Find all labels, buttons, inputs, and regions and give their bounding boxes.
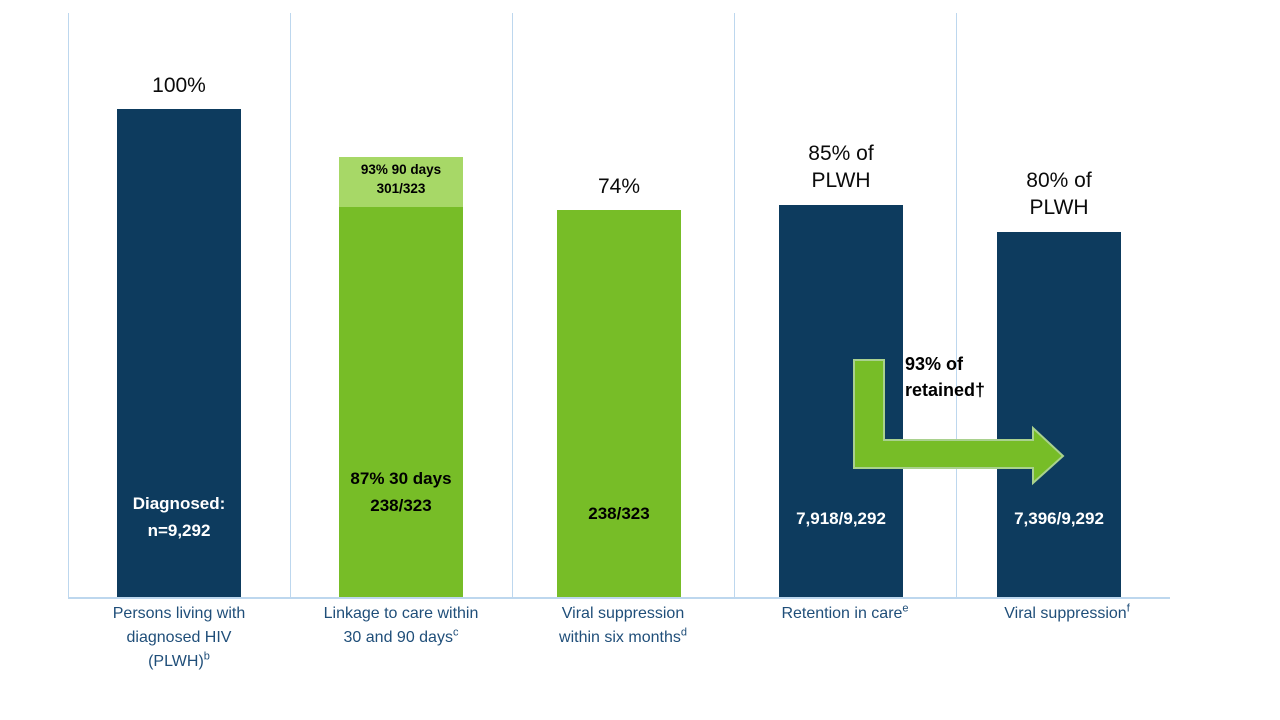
arrow-annotation-label: 93% of retained† (905, 351, 1035, 403)
label-line: PLWH (1029, 196, 1089, 219)
bar-inside-label-linkage-90-days: 93% 90 days 301/323 (339, 160, 463, 198)
label-line: 30 and 90 daysc (343, 626, 459, 646)
x-axis-line (68, 597, 1170, 599)
label-line: Viral suppression (561, 605, 685, 622)
category-label-linkage: Linkage to care within 30 and 90 daysc (290, 602, 512, 650)
label-line: 85% of (808, 142, 874, 165)
label-line: Persons living with (112, 605, 246, 622)
category-label-viral-suppression-six-months: Viral suppression within six monthsd (512, 602, 734, 650)
bar-top-label-diagnosed: 100% (152, 74, 206, 97)
category-label-viral-suppression-plwh: Viral suppressionf (956, 602, 1178, 626)
label-line: diagnosed HIV (126, 629, 232, 646)
bar-viral-suppression-plwh (997, 232, 1121, 597)
category-label-plwh: Persons living with diagnosed HIV (PLWH)… (68, 602, 290, 674)
label-line: 93% of (905, 354, 964, 374)
footnote-marker: e (902, 602, 909, 615)
bar-inside-label-retention: 7,918/9,292 (796, 509, 886, 528)
band-separator (68, 13, 69, 597)
bar-top-label-viral-suppression-six-months: 74% (597, 175, 641, 198)
bar-top-label-retention: 85% of PLWH (779, 140, 903, 194)
bar-linkage-to-care (339, 157, 463, 597)
bar-diagnosed-plwh (117, 109, 241, 597)
label-line: Linkage to care within (323, 605, 479, 622)
category-label-retention: Retention in caree (734, 602, 956, 626)
bar-inside-label-viral-suppression-plwh: 7,396/9,292 (1014, 509, 1104, 528)
band-separator (956, 13, 957, 597)
label-line: PLWH (811, 169, 871, 192)
label-line: Diagnosed: (132, 494, 226, 513)
label-line: 301/323 (376, 181, 426, 196)
bar-inside-label-viral-suppression-six-months: 238/323 (588, 504, 650, 523)
footnote-marker: b (203, 650, 210, 663)
footnote-marker: d (680, 626, 687, 639)
bar-segment-linkage-90-days (339, 157, 463, 207)
bar-segment-linkage-30-days (339, 207, 463, 597)
bar-inside-label-linkage-30-days: 87% 30 days 238/323 (339, 465, 463, 519)
label-line: (PLWH)b (148, 650, 210, 670)
label-line: 93% 90 days (360, 162, 442, 177)
label-line: Viral suppressionf (1004, 602, 1130, 622)
band-separator (734, 13, 735, 597)
label-line: retained† (905, 380, 986, 400)
label-line: n=9,292 (147, 521, 211, 540)
footnote-marker: f (1126, 602, 1130, 615)
bar-top-label-viral-suppression-plwh: 80% of PLWH (997, 167, 1121, 221)
label-line: 87% 30 days (350, 469, 452, 488)
label-line: Retention in caree (781, 602, 909, 622)
retention-to-suppression-arrow-icon (853, 359, 1065, 486)
label-line: 80% of (1026, 169, 1092, 192)
bar-inside-label-diagnosed: Diagnosed: n=9,292 (117, 490, 241, 544)
label-line: 238/323 (370, 496, 432, 515)
band-separator (512, 13, 513, 597)
label-line: within six monthsd (559, 626, 687, 646)
band-separator (290, 13, 291, 597)
bar-viral-suppression-six-months (557, 210, 681, 597)
footnote-marker: c (452, 626, 459, 639)
